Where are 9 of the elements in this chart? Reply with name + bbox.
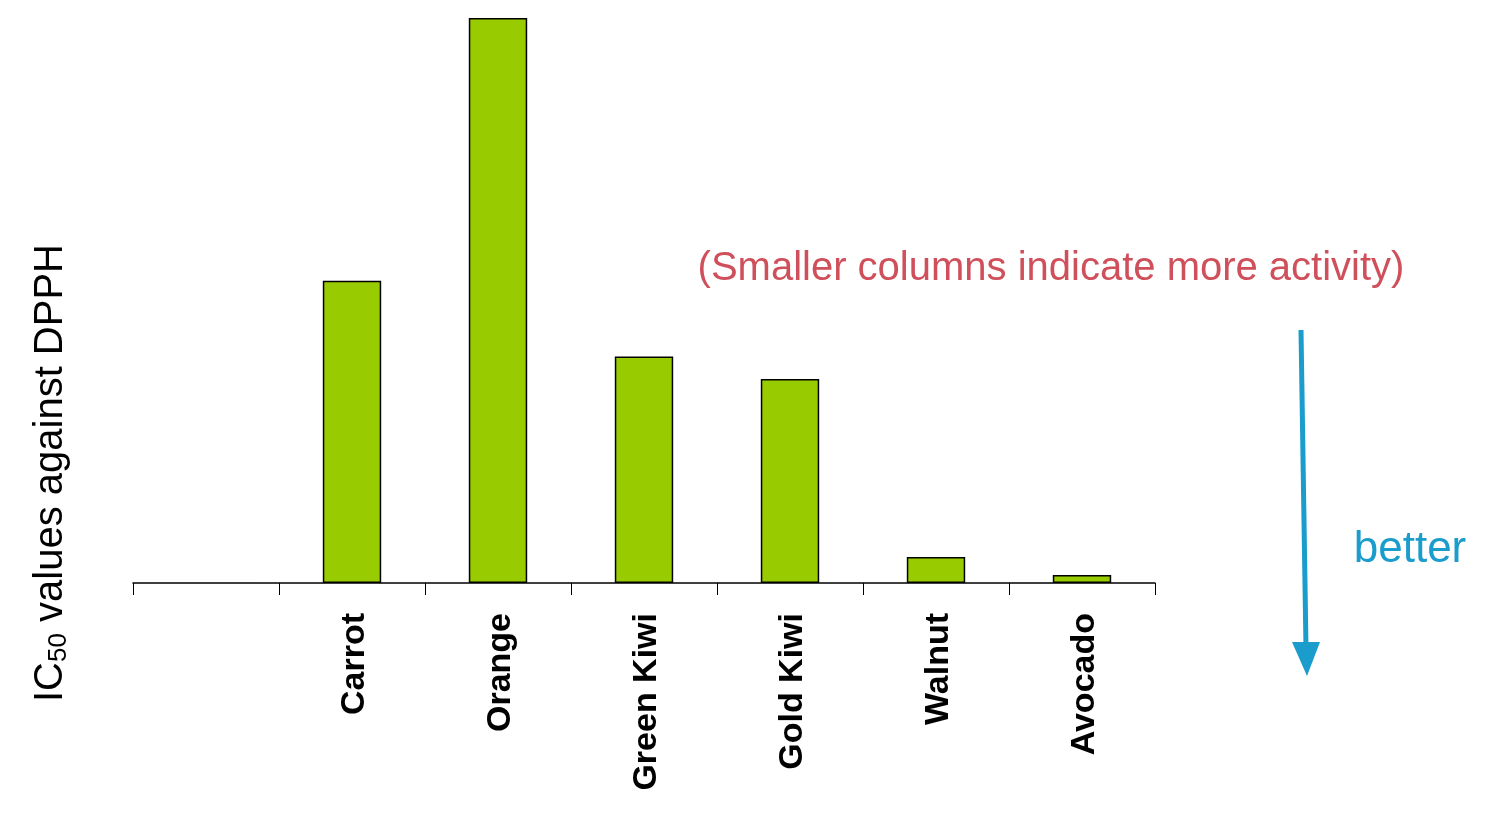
text: better: [1353, 521, 1467, 571]
x-tick-label: Carrot: [333, 613, 371, 716]
annotation: (Smaller columns indicate more activity): [697, 244, 1405, 288]
x-tick-label: Avocado: [1063, 613, 1101, 756]
x-tick-label: Green Kiwi: [625, 613, 663, 791]
x-tick-label: Gold Kiwi: [771, 613, 809, 770]
y-axis-title: IC50 values against DPPH: [26, 243, 72, 702]
x-tick-label: Walnut: [917, 613, 955, 726]
x-tick-label: Orange: [479, 613, 517, 733]
